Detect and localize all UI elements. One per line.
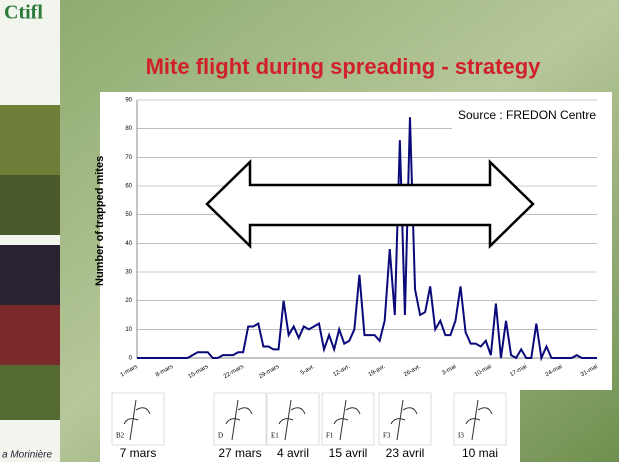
- stage-code: B2: [116, 432, 125, 440]
- y-axis-label: Number of trapped mites: [94, 156, 106, 286]
- chart-title: Mite flight during spreading - strategy: [146, 54, 542, 79]
- stage-code: F1: [326, 432, 334, 440]
- stage-date: 27 mars: [218, 446, 261, 460]
- stage-date: 10 mai: [462, 446, 498, 460]
- stage-code: F3: [383, 432, 391, 440]
- photo: [0, 175, 60, 235]
- y-tick-label: 70: [125, 155, 132, 161]
- photo: [0, 305, 60, 365]
- photo: [0, 365, 60, 420]
- source-note: Source : FREDON Centre: [458, 108, 598, 123]
- logo: Ctifl: [4, 2, 43, 24]
- y-tick-label: 60: [125, 184, 132, 190]
- stage-date: 15 avril: [329, 446, 368, 460]
- stage-date: 23 avril: [386, 446, 425, 460]
- source-wrap: Source : FREDON Centre: [458, 108, 598, 154]
- y-tick-label: 40: [125, 241, 132, 247]
- y-tick-label: 10: [125, 327, 132, 333]
- stage-code: I3: [458, 432, 464, 440]
- photo: [0, 245, 60, 305]
- y-tick-label: 20: [125, 298, 132, 304]
- footer-logo: a Morinière: [2, 450, 52, 461]
- slide: Ctifl a Morinière Mite flight during spr…: [0, 0, 619, 462]
- y-tick-label: 30: [125, 270, 132, 276]
- y-tick-label: 90: [125, 98, 132, 104]
- stage-code: D: [218, 432, 223, 440]
- stage-code: E1: [271, 432, 279, 440]
- photo: [0, 105, 60, 175]
- y-tick-label: 80: [125, 126, 132, 132]
- y-tick-label: 50: [125, 212, 132, 218]
- stage-date: 7 mars: [120, 446, 157, 460]
- stage-date: 4 avril: [277, 446, 309, 460]
